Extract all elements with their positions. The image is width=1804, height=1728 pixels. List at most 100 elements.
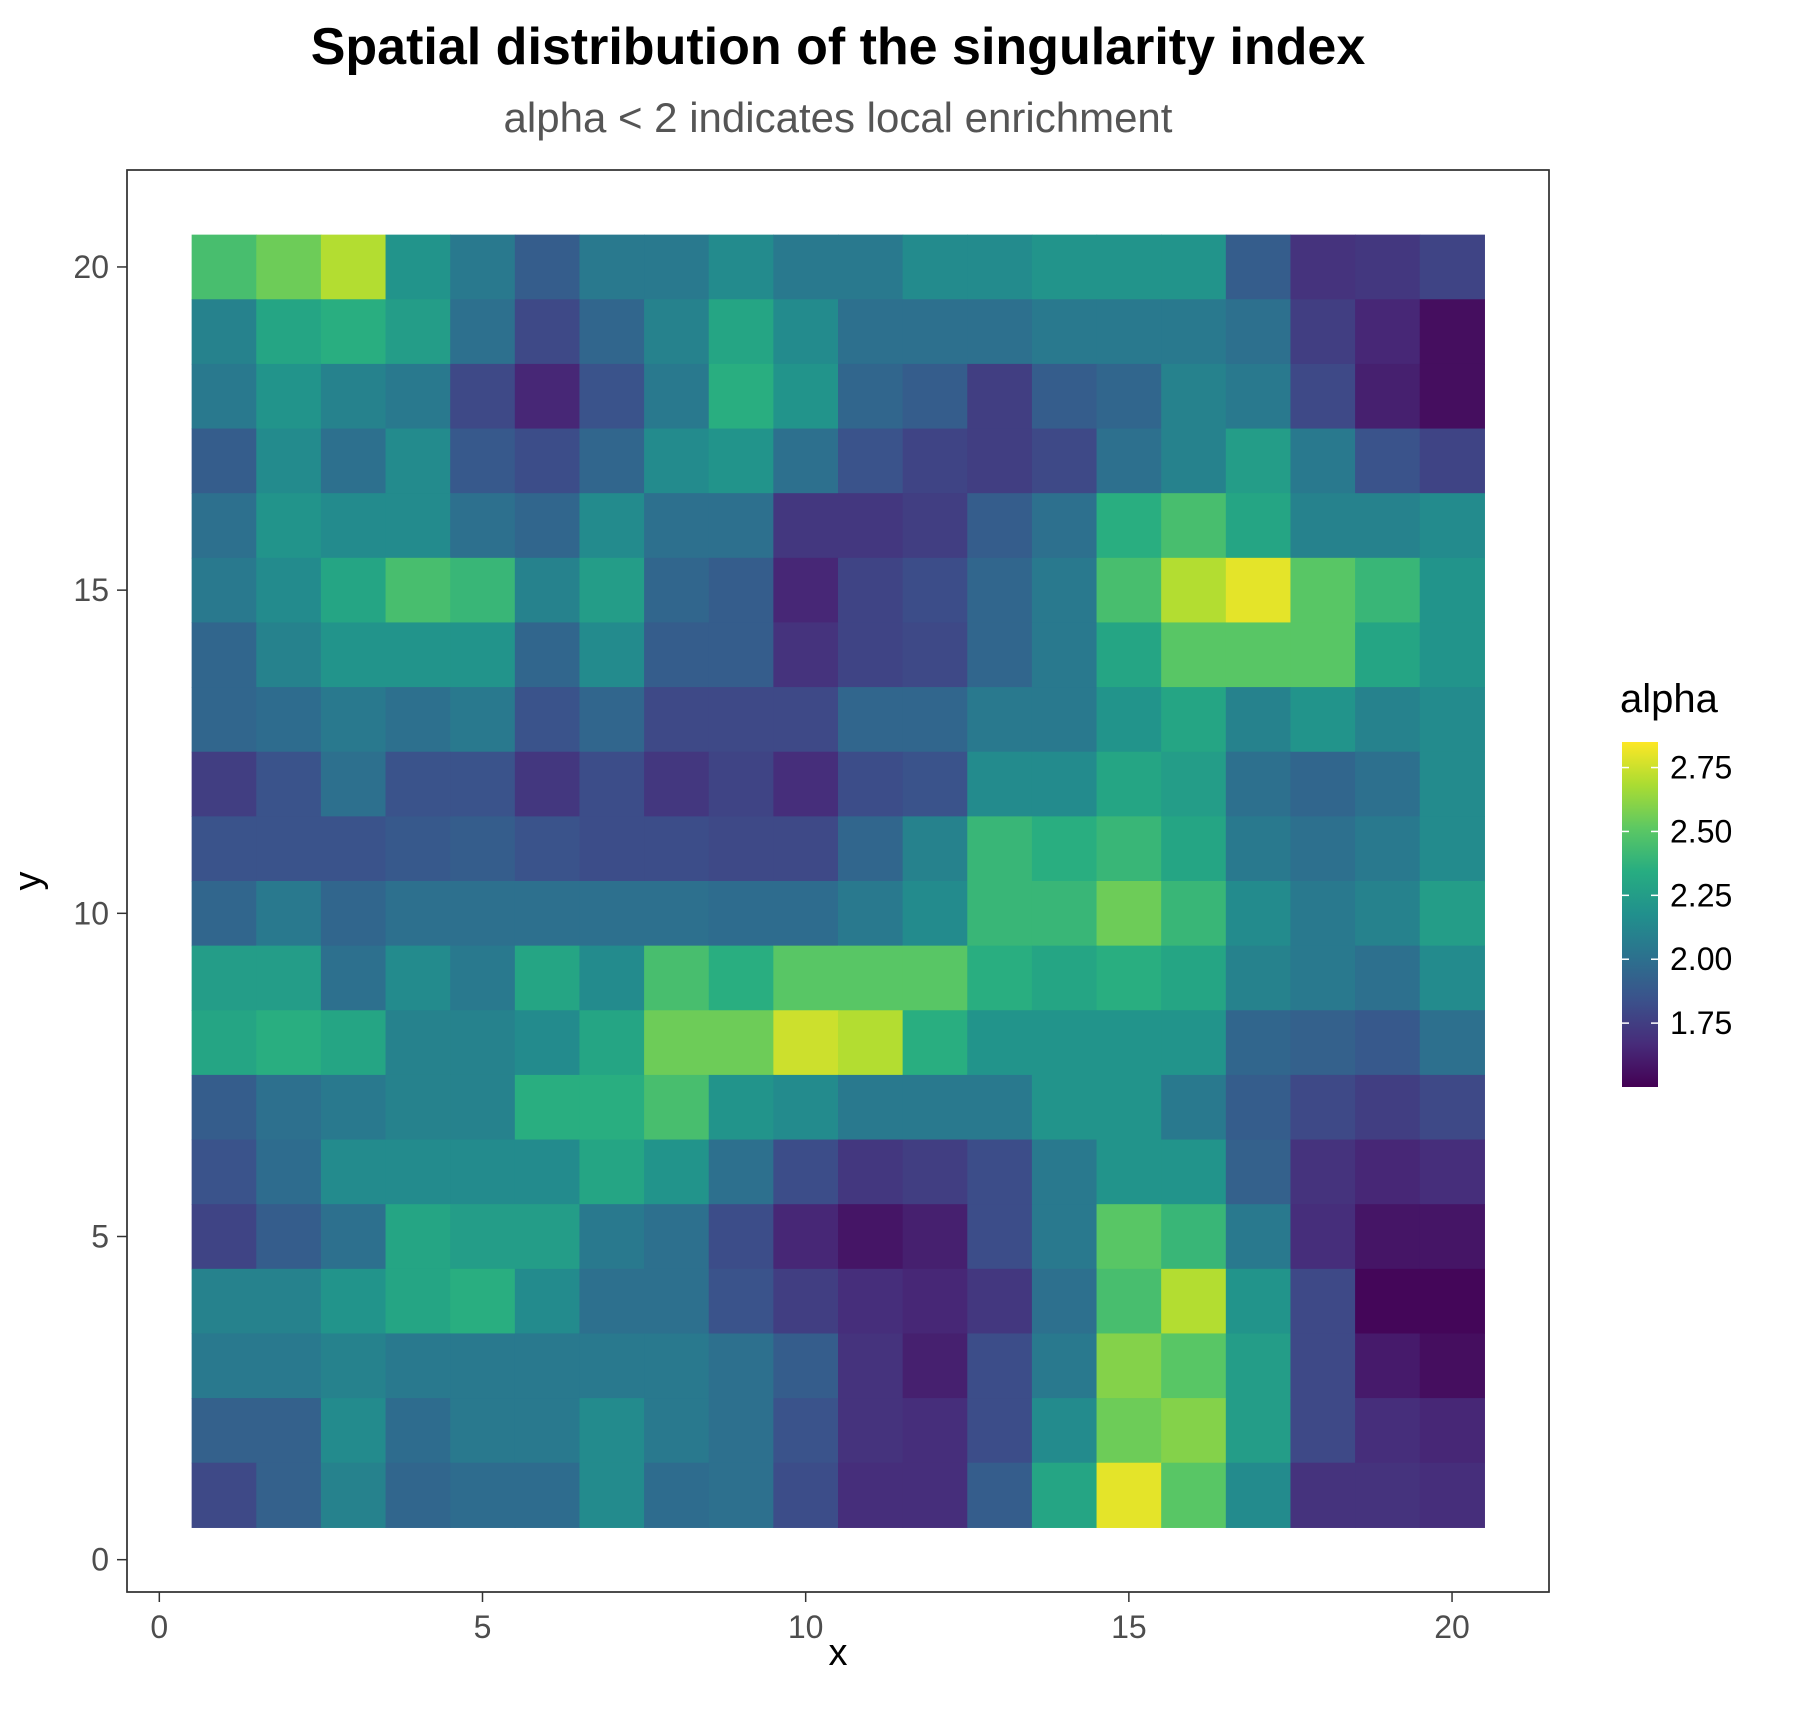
- heatmap-cell: [1290, 751, 1356, 817]
- x-tick-label: 15: [1111, 1609, 1147, 1645]
- heatmap-cell: [385, 493, 451, 559]
- heatmap-cell: [1355, 1074, 1421, 1141]
- heatmap-cell: [902, 557, 968, 624]
- heatmap-cell: [191, 622, 257, 688]
- heatmap-cell: [320, 1074, 387, 1141]
- heatmap-cell: [644, 1333, 710, 1399]
- heatmap-cell: [838, 945, 904, 1011]
- heatmap-cell: [320, 1268, 387, 1335]
- heatmap-cell: [708, 1333, 774, 1399]
- heatmap-cell: [385, 1333, 451, 1399]
- y-axis-title: y: [7, 872, 49, 891]
- heatmap-cell: [902, 299, 968, 365]
- heatmap-cell: [838, 1139, 904, 1205]
- heatmap-cell: [967, 557, 1033, 624]
- heatmap-cell: [644, 299, 710, 365]
- heatmap-cell: [191, 816, 257, 882]
- heatmap-cell: [1419, 1204, 1485, 1270]
- heatmap-cell: [773, 1462, 839, 1528]
- heatmap-cell: [1355, 493, 1421, 559]
- heatmap-cell: [708, 363, 774, 430]
- heatmap-cell: [1290, 428, 1356, 494]
- heatmap-cell: [514, 751, 581, 817]
- heatmap-cell: [514, 363, 581, 430]
- heatmap-cell: [320, 234, 387, 300]
- heatmap-cell: [256, 428, 322, 494]
- heatmap-cell: [902, 945, 968, 1011]
- heatmap-cell: [385, 1010, 451, 1076]
- heatmap-cell: [1161, 428, 1227, 494]
- heatmap-cell: [450, 1139, 516, 1205]
- heatmap-cell: [1419, 1462, 1485, 1528]
- heatmap-cell: [644, 363, 710, 430]
- heatmap-cell: [579, 363, 645, 430]
- heatmap-cell: [450, 1398, 516, 1464]
- heatmap-cell: [1031, 816, 1098, 882]
- heatmap-cell: [1096, 557, 1162, 624]
- heatmap-cell: [514, 1398, 581, 1464]
- heatmap-cell: [450, 945, 516, 1011]
- heatmap-cell: [838, 557, 904, 624]
- heatmap-cell: [1225, 622, 1292, 688]
- heatmap-cell: [644, 1462, 710, 1528]
- heatmap-cell: [1355, 881, 1421, 947]
- heatmap-cell: [1225, 945, 1292, 1011]
- heatmap-cell: [773, 1010, 839, 1076]
- heatmap-cell: [385, 1398, 451, 1464]
- heatmap-cell: [1290, 1204, 1356, 1270]
- heatmap-cell: [773, 1268, 839, 1335]
- heatmap-cell: [1096, 1398, 1162, 1464]
- heatmap-cell: [1419, 816, 1485, 882]
- heatmap-cell: [644, 493, 710, 559]
- heatmap-cell: [191, 1268, 257, 1335]
- heatmap-cell: [902, 363, 968, 430]
- heatmap-cell: [902, 881, 968, 947]
- heatmap-cell: [708, 1204, 774, 1270]
- heatmap-cell: [902, 816, 968, 882]
- heatmap-cell: [1290, 1398, 1356, 1464]
- heatmap-cell: [1161, 1139, 1227, 1205]
- heatmap-cell: [256, 1398, 322, 1464]
- heatmap-cell: [1096, 1268, 1162, 1335]
- heatmap-cell: [967, 1462, 1033, 1528]
- heatmap-cell: [1031, 1462, 1098, 1528]
- heatmap-cell: [838, 1333, 904, 1399]
- heatmap-cell: [514, 881, 581, 947]
- heatmap-cell: [838, 493, 904, 559]
- heatmap-cell: [450, 363, 516, 430]
- heatmap-cell: [579, 687, 645, 753]
- heatmap-cell: [708, 687, 774, 753]
- heatmap-cell: [644, 428, 710, 494]
- heatmap-cell: [708, 622, 774, 688]
- heatmap-cell: [773, 945, 839, 1011]
- heatmap-cell: [1290, 816, 1356, 882]
- heatmap-cell: [514, 687, 581, 753]
- heatmap-cell: [320, 881, 387, 947]
- heatmap-cell: [1031, 1268, 1098, 1335]
- heatmap-cell: [1161, 363, 1227, 430]
- heatmap-cell: [1096, 1139, 1162, 1205]
- heatmap-cell: [579, 1010, 645, 1076]
- heatmap-cell: [838, 751, 904, 817]
- heatmap-cell: [320, 363, 387, 430]
- heatmap-cell: [902, 234, 968, 300]
- heatmap-cell: [1290, 1010, 1356, 1076]
- heatmap-cell: [385, 1074, 451, 1141]
- heatmap-cell: [838, 234, 904, 300]
- heatmap-cell: [773, 1333, 839, 1399]
- heatmap-cell: [1225, 1462, 1292, 1528]
- heatmap-cell: [1290, 493, 1356, 559]
- heatmap-cell: [385, 1462, 451, 1528]
- heatmap-cell: [1355, 1010, 1421, 1076]
- heatmap-cell: [320, 493, 387, 559]
- heatmap-cell: [1031, 363, 1098, 430]
- heatmap-cell: [967, 687, 1033, 753]
- heatmap-cell: [1161, 687, 1227, 753]
- heatmap-cell: [514, 622, 581, 688]
- x-tick-label: 0: [150, 1609, 168, 1645]
- heatmap-cell: [1161, 557, 1227, 624]
- heatmap-cell: [191, 1139, 257, 1205]
- heatmap-cell: [1419, 1139, 1485, 1205]
- heatmap-cell: [773, 881, 839, 947]
- heatmap-cell: [514, 816, 581, 882]
